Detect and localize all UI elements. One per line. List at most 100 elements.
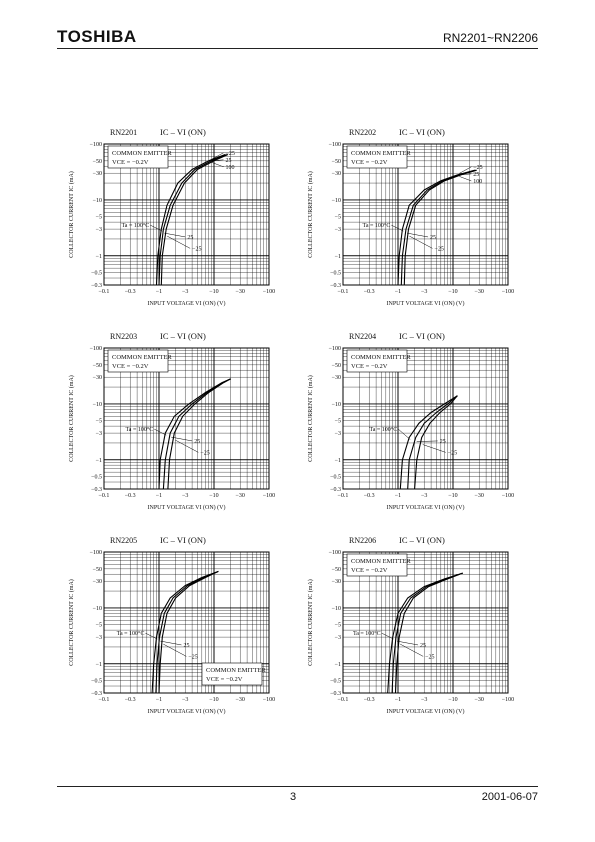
chart-name: RN2202 [349, 128, 376, 137]
condition-box [201, 662, 263, 686]
leader-line [459, 176, 472, 182]
leader-line [211, 162, 224, 168]
x-tick-label: −0.1 [338, 493, 349, 499]
x-tick-label: −1 [395, 289, 401, 295]
series-line [397, 169, 476, 286]
y-tick-label: −100 [329, 346, 341, 352]
y-tick-label: −0.3 [91, 691, 102, 697]
series-line [160, 153, 229, 286]
y-tick-label: −1 [335, 662, 341, 668]
leader-line [167, 235, 191, 249]
leader-line [400, 643, 424, 657]
x-tick-label: −3 [182, 289, 188, 295]
y-tick-label: −0.5 [330, 679, 341, 685]
x-tick-label: −0.3 [125, 289, 136, 295]
plot-frame [103, 551, 270, 694]
y-tick-label: −10 [93, 402, 102, 408]
label-ta-minus25: −25 [188, 654, 197, 660]
x-tick-label: −1 [156, 289, 162, 295]
x-axis-label: INPUT VOLTAGE VI (ON) (V) [387, 300, 465, 307]
y-tick-label: −30 [93, 375, 102, 381]
condition-line-2: VCE = −0.2V [206, 676, 243, 683]
x-tick-label: −0.1 [99, 289, 110, 295]
leader-line [391, 224, 404, 232]
y-tick-label: −0.3 [330, 283, 341, 289]
condition-line-1: COMMON EMITTER [351, 354, 411, 361]
y-tick-label: −1 [335, 458, 341, 464]
x-tick-label: −100 [502, 493, 514, 499]
x-tick-label: −100 [263, 289, 275, 295]
chart-svg: −0.1 −0.3 −1 −3 −10 −30 −100−100−50−30−10−5−3−… [68, 127, 275, 307]
y-tick-label: −0.5 [330, 271, 341, 277]
y-tick-label: −50 [93, 363, 102, 369]
series-line [391, 572, 463, 694]
x-tick-label: −10 [209, 289, 218, 295]
condition-line-2: VCE = −0.2V [351, 363, 388, 370]
x-axis-label: INPUT VOLTAGE VI (ON) (V) [387, 708, 465, 715]
label-ta-100: Ta = 100°C [126, 426, 154, 433]
label-ta-100: Ta = 100°C [370, 426, 398, 433]
series-line [167, 378, 231, 490]
x-tick-label: −0.3 [364, 493, 375, 499]
plot-frame [342, 347, 509, 490]
y-tick-label: −3 [96, 635, 102, 641]
y-tick-label: −5 [96, 419, 102, 425]
chart-svg: −0.1 −0.3 −1 −3 −10 −30 −100−100−50−30−10−5−3−… [68, 331, 275, 511]
leader-line [154, 428, 167, 436]
condition-box [346, 349, 408, 373]
y-tick-label: −10 [332, 606, 341, 612]
y-axis-label: COLLECTOR CURRENT IC (mA) [68, 579, 75, 666]
y-tick-label: −3 [335, 431, 341, 437]
chart-title: IC – VI (ON) [160, 535, 206, 545]
label-ta-25: 25 [420, 643, 426, 649]
x-tick-label: −100 [263, 493, 275, 499]
label-high: −25 [225, 151, 234, 157]
leader-line [211, 152, 224, 160]
y-tick-label: −5 [96, 623, 102, 629]
y-tick-label: −10 [332, 198, 341, 204]
x-tick-label: −10 [209, 697, 218, 703]
chart-svg: −0.1 −0.3 −1 −3 −10 −30 −100−100−50−30−10−5−3−… [307, 535, 514, 715]
x-tick-label: −0.1 [99, 697, 110, 703]
chart-rn2202: −0.1 −0.3 −1 −3 −10 −30 −100 −100 −50 −30 −10 −5 −3−… [296, 122, 546, 312]
label-ta-minus25: −25 [192, 246, 201, 252]
x-tick-label: −0.3 [125, 697, 136, 703]
footer-page-number: 3 [290, 791, 297, 803]
leader-line [150, 224, 163, 232]
x-tick-label: −1 [395, 697, 401, 703]
chart-svg: −0.1 −0.3 −1 −3 −10 −30 −100−100−50−30−10−5−3−… [68, 535, 275, 715]
chart-rn2205: −0.1 −0.3 −1 −3 −10 −30 −100 −100 −50 −30 −10 −5 −3−… [57, 530, 307, 720]
condition-box [107, 349, 169, 373]
condition-line-1: COMMON EMITTER [351, 558, 411, 565]
chart-svg: −0.1 −0.3 −1 −3 −10 −30 −100−100−50−30−10−5−3−… [307, 127, 514, 307]
y-tick-label: −5 [335, 215, 341, 221]
leader-line [171, 436, 193, 442]
label-high: 25 [225, 158, 231, 164]
chart-title: IC – VI (ON) [399, 127, 445, 137]
series-line [158, 153, 227, 286]
leader-line [163, 643, 187, 657]
leader-line [396, 640, 419, 646]
condition-line-1: COMMON EMITTER [351, 150, 411, 157]
x-tick-label: −0.1 [338, 697, 349, 703]
y-axis-label: COLLECTOR CURRENT IC (mA) [307, 171, 314, 258]
x-tick-label: −30 [236, 493, 245, 499]
chart-name: RN2206 [349, 536, 376, 545]
y-tick-label: −100 [90, 142, 102, 148]
condition-line-2: VCE = −0.2V [351, 159, 388, 166]
x-axis-label: INPUT VOLTAGE VI (ON) (V) [148, 504, 226, 511]
leader-line [416, 440, 438, 442]
leader-line [211, 159, 224, 162]
y-axis-label: COLLECTOR CURRENT IC (mA) [68, 171, 75, 258]
label-ta-25: 25 [440, 439, 446, 445]
x-tick-label: −10 [448, 697, 457, 703]
chart-title: IC – VI (ON) [160, 331, 206, 341]
condition-line-1: COMMON EMITTER [112, 354, 172, 361]
label-high: 100 [473, 179, 482, 185]
x-tick-label: −3 [182, 697, 188, 703]
label-high: −25 [473, 165, 482, 171]
y-tick-label: −5 [96, 215, 102, 221]
leader-line [160, 640, 182, 646]
x-tick-label: −100 [502, 289, 514, 295]
x-axis-label: INPUT VOLTAGE VI (ON) (V) [148, 708, 226, 715]
